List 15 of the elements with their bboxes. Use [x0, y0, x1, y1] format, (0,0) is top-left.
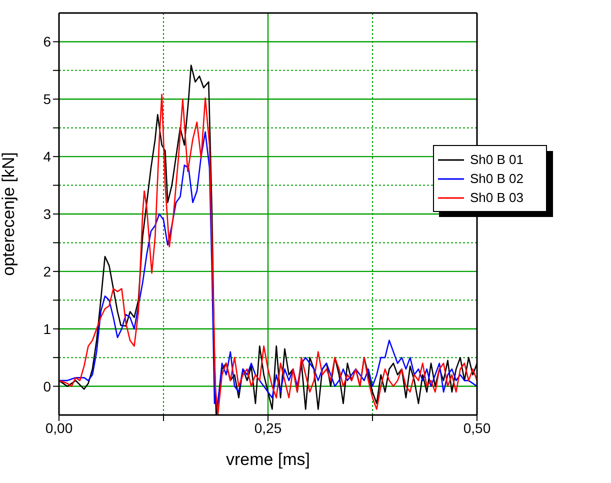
legend-label: Sh0 B 03 — [470, 190, 524, 205]
y-tick-label: 6 — [43, 34, 52, 50]
legend-label: Sh0 B 02 — [470, 171, 524, 186]
y-tick-label: 4 — [43, 148, 52, 165]
x-tick-label: 0,50 — [463, 420, 491, 436]
y-tick-label: 5 — [43, 91, 52, 108]
legend-label: Sh0 B 01 — [470, 152, 524, 167]
y-tick-label: 1 — [43, 320, 52, 337]
y-tick-label: 2 — [43, 263, 52, 280]
y-tick-label: 0 — [43, 378, 52, 394]
y-tick-label: 3 — [43, 206, 52, 222]
x-tick-label: 0,00 — [45, 420, 73, 436]
y-axis-title: opterecenje [kN] — [0, 152, 18, 276]
x-axis-title: vreme [ms] — [226, 450, 310, 469]
x-tick-label: 0,25 — [254, 420, 282, 436]
